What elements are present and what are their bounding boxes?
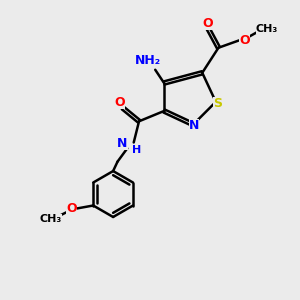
Text: N: N bbox=[117, 137, 128, 151]
Text: O: O bbox=[115, 96, 125, 109]
Text: O: O bbox=[203, 17, 214, 30]
Text: N: N bbox=[188, 118, 199, 132]
Text: CH₃: CH₃ bbox=[39, 214, 62, 224]
Text: S: S bbox=[213, 97, 222, 110]
Text: O: O bbox=[239, 34, 250, 47]
Text: O: O bbox=[66, 202, 77, 215]
Text: NH₂: NH₂ bbox=[135, 54, 161, 68]
Text: CH₃: CH₃ bbox=[256, 24, 278, 34]
Text: H: H bbox=[132, 145, 141, 155]
